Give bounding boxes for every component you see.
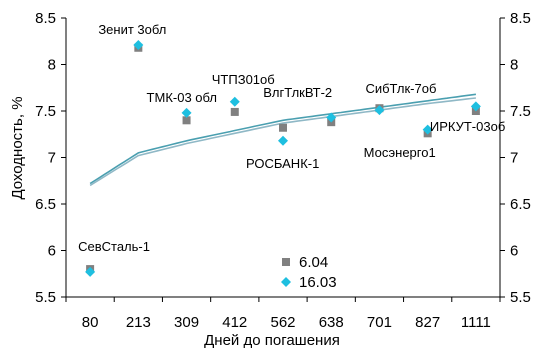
x-tick-label: 701 [367,314,392,331]
legend-entry-label: 6.04 [299,254,328,271]
point-diamond [181,107,192,118]
y-tick-label: 6.5 [35,196,56,213]
point-diamond [85,266,96,277]
point-diamond [374,105,385,116]
y2-tick-label: 5.5 [510,289,531,306]
point-label: ЧТПЗ01об [212,72,275,87]
point-diamond [422,124,433,135]
point-diamond [278,135,288,146]
y2-tick-label: 7.5 [510,103,531,120]
y2-tick-label: 8 [510,57,518,74]
point-label: СибТлк-7об [365,81,436,96]
y-tick-label: 8 [48,57,56,74]
point-diamond [229,96,240,107]
point-square [230,107,239,116]
x-tick-label: 309 [174,314,199,331]
point-diamond [326,112,337,123]
legend-diamond-marker [281,277,291,287]
legend-entry-label: 16.03 [299,274,337,291]
point-label: Мосэнерго1 [364,145,436,160]
y-tick-label: 5.5 [35,289,56,306]
trend-line [89,93,476,185]
y-tick-label: 6 [48,243,56,260]
y2-tick-label: 6 [510,243,518,260]
point-diamond [470,101,481,112]
y-tick-label: 8.5 [35,10,56,27]
point-square [182,116,191,125]
y-tick-label: 7 [48,150,56,167]
point-label: ТМК-03 обл [147,90,217,105]
x-tick-label: 638 [319,314,344,331]
x-tick-label: 80 [82,314,99,331]
legend-square-marker [282,258,290,266]
y2-tick-label: 6.5 [510,196,531,213]
x-tick-label: 827 [415,314,440,331]
point-label: РОСБАНК-1 [246,156,319,171]
trend-line [89,97,476,187]
x-tick-label: 412 [222,314,247,331]
point-label: ВлгТлкВТ-2 [263,85,332,100]
y2-tick-label: 7 [510,150,518,167]
point-label: ИРКУТ-03об [430,119,505,134]
point-label: СевСталь-1 [78,239,150,254]
y-tick-label: 7.5 [35,103,56,120]
point-diamond [133,39,144,50]
x-tick-label: 1111 [461,314,491,331]
y2-tick-label: 8.5 [510,10,531,27]
x-tick-label: 213 [126,314,151,331]
point-square [279,123,287,132]
x-tick-label: 562 [270,314,295,331]
point-label: Зенит 3обл [98,22,166,37]
x-axis-title: Дней до погашения [204,332,340,349]
y-axis-title: Доходность, % [9,96,26,199]
